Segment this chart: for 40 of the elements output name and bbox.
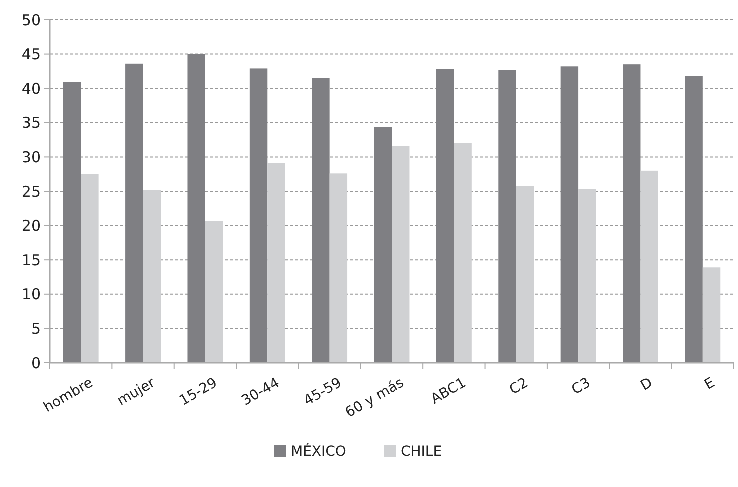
bar <box>623 64 641 363</box>
bar <box>436 69 454 363</box>
y-tick-label: 25 <box>22 182 41 201</box>
y-tick-label: 0 <box>31 354 41 372</box>
x-tick-label: C3 <box>569 375 594 398</box>
bar <box>205 221 224 363</box>
bar <box>81 174 99 363</box>
bar <box>454 143 472 363</box>
y-tick-label: 50 <box>22 11 41 30</box>
bar <box>143 190 161 363</box>
y-tick-label: 30 <box>22 148 41 166</box>
bar <box>330 174 348 363</box>
y-tick-label: 45 <box>22 46 41 64</box>
x-tick-label: 60 y más <box>343 375 407 422</box>
y-tick-label: 20 <box>22 217 41 236</box>
legend-label: CHILE <box>401 444 442 460</box>
y-tick-label: 35 <box>22 114 41 132</box>
bar <box>374 127 392 363</box>
bar <box>312 78 330 363</box>
bar <box>578 189 596 363</box>
bar <box>268 163 286 363</box>
bar <box>498 70 516 363</box>
bar <box>392 146 410 363</box>
bar <box>63 82 82 363</box>
bar <box>702 268 721 363</box>
x-tick-label: C2 <box>507 375 532 398</box>
y-tick-label: 15 <box>22 251 41 270</box>
bar <box>188 54 206 363</box>
y-tick-label: 10 <box>22 286 41 304</box>
bar <box>560 66 579 363</box>
bar <box>516 186 534 363</box>
bar <box>640 170 658 363</box>
x-tick-label: D <box>638 375 656 394</box>
legend-label: MÉXICO <box>291 442 346 460</box>
y-tick-label: 40 <box>22 80 41 98</box>
x-tick-label: E <box>702 375 718 394</box>
bar <box>250 68 268 363</box>
y-tick-label: 5 <box>31 320 41 338</box>
bar <box>685 76 703 363</box>
bar <box>126 64 144 363</box>
